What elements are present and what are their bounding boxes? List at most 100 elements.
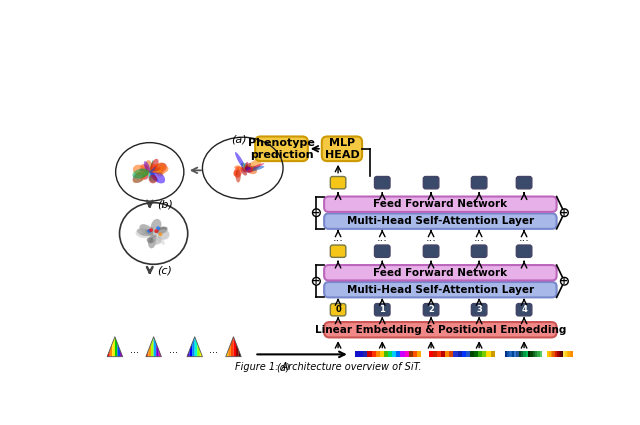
Ellipse shape: [247, 166, 264, 172]
Text: +: +: [312, 276, 321, 286]
FancyBboxPatch shape: [324, 196, 557, 212]
Ellipse shape: [157, 232, 159, 233]
Ellipse shape: [140, 164, 148, 172]
Bar: [355, 351, 359, 357]
Bar: [562, 351, 563, 357]
Circle shape: [312, 209, 320, 217]
Ellipse shape: [136, 228, 152, 238]
Text: Phenotype
prediction: Phenotype prediction: [248, 138, 315, 160]
Polygon shape: [115, 337, 118, 357]
Ellipse shape: [248, 166, 253, 172]
Bar: [547, 351, 549, 357]
Bar: [565, 351, 566, 357]
Ellipse shape: [244, 162, 248, 170]
Ellipse shape: [132, 169, 148, 178]
Bar: [532, 351, 535, 357]
FancyBboxPatch shape: [516, 303, 532, 316]
Ellipse shape: [148, 175, 157, 183]
Ellipse shape: [148, 230, 154, 234]
Ellipse shape: [154, 163, 167, 173]
Ellipse shape: [132, 172, 145, 183]
FancyBboxPatch shape: [516, 176, 532, 189]
Polygon shape: [239, 350, 241, 357]
Ellipse shape: [151, 219, 161, 233]
Bar: [556, 351, 557, 357]
Bar: [514, 351, 516, 357]
Ellipse shape: [148, 234, 156, 248]
Ellipse shape: [244, 166, 253, 170]
Bar: [461, 351, 466, 357]
Bar: [507, 351, 509, 357]
Bar: [572, 351, 573, 357]
Ellipse shape: [150, 170, 165, 184]
Polygon shape: [118, 343, 120, 357]
Ellipse shape: [246, 167, 252, 173]
Bar: [509, 351, 511, 357]
Ellipse shape: [248, 159, 261, 171]
Ellipse shape: [149, 172, 152, 180]
Bar: [531, 351, 532, 357]
Bar: [535, 351, 537, 357]
Bar: [552, 351, 554, 357]
Bar: [525, 351, 528, 357]
Ellipse shape: [156, 231, 160, 234]
Bar: [429, 351, 433, 357]
Ellipse shape: [234, 165, 241, 169]
Text: (a): (a): [231, 135, 247, 144]
Circle shape: [312, 278, 320, 285]
Ellipse shape: [237, 167, 242, 171]
FancyBboxPatch shape: [374, 303, 390, 316]
Ellipse shape: [152, 170, 161, 173]
Bar: [550, 351, 552, 357]
Ellipse shape: [143, 173, 148, 180]
Ellipse shape: [144, 161, 150, 173]
Ellipse shape: [244, 163, 251, 170]
Text: ...: ...: [130, 345, 139, 355]
FancyBboxPatch shape: [516, 245, 532, 258]
Ellipse shape: [157, 229, 170, 240]
Polygon shape: [120, 350, 123, 357]
Text: ...: ...: [333, 233, 344, 243]
Bar: [454, 351, 458, 357]
Text: 3: 3: [476, 305, 482, 314]
Bar: [392, 351, 396, 357]
Ellipse shape: [152, 235, 154, 237]
Text: ...: ...: [209, 345, 218, 355]
Text: +: +: [560, 276, 568, 286]
Ellipse shape: [150, 167, 161, 173]
Ellipse shape: [147, 238, 154, 243]
FancyBboxPatch shape: [324, 282, 557, 297]
Bar: [384, 351, 388, 357]
Ellipse shape: [133, 164, 145, 175]
Ellipse shape: [244, 163, 248, 169]
Polygon shape: [159, 350, 161, 357]
Ellipse shape: [234, 170, 238, 176]
Bar: [528, 351, 531, 357]
FancyBboxPatch shape: [324, 322, 557, 337]
Ellipse shape: [150, 233, 154, 243]
Polygon shape: [226, 350, 228, 357]
Bar: [380, 351, 384, 357]
Bar: [413, 351, 417, 357]
Polygon shape: [156, 343, 159, 357]
Circle shape: [561, 278, 568, 285]
Bar: [388, 351, 392, 357]
Ellipse shape: [140, 224, 154, 235]
FancyBboxPatch shape: [423, 176, 439, 189]
Polygon shape: [187, 350, 189, 357]
Text: +: +: [560, 208, 568, 218]
FancyBboxPatch shape: [472, 245, 487, 258]
Ellipse shape: [148, 172, 156, 182]
Bar: [396, 351, 401, 357]
FancyBboxPatch shape: [423, 245, 439, 258]
Ellipse shape: [241, 167, 247, 176]
Ellipse shape: [145, 160, 152, 173]
Polygon shape: [109, 343, 112, 357]
Ellipse shape: [235, 152, 247, 172]
Circle shape: [561, 209, 568, 217]
Text: +: +: [312, 208, 321, 218]
Bar: [367, 351, 372, 357]
Ellipse shape: [147, 229, 151, 233]
Ellipse shape: [142, 170, 150, 177]
Ellipse shape: [243, 163, 245, 168]
